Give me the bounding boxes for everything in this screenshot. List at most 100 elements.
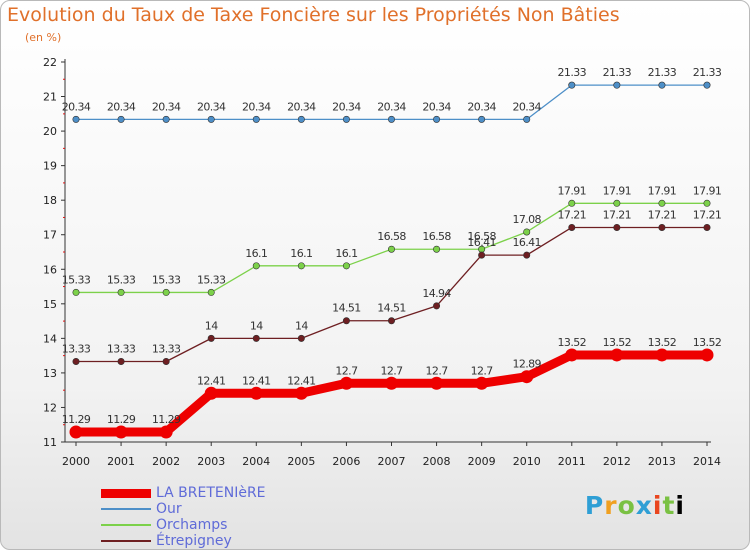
data-point <box>703 199 711 207</box>
data-point <box>475 376 489 390</box>
legend-item-etrepigney: Étrepigney <box>101 533 266 549</box>
data-label: 17.91 <box>648 184 677 197</box>
data-label: 16.1 <box>335 247 357 260</box>
data-point <box>433 245 441 253</box>
x-tick-label: 2008 <box>423 455 451 468</box>
data-label: 20.34 <box>242 100 271 113</box>
data-point <box>204 386 218 400</box>
data-label: 12.41 <box>197 374 226 387</box>
data-point <box>655 348 669 362</box>
data-point <box>252 334 260 342</box>
data-point <box>72 288 80 296</box>
data-point <box>297 262 305 270</box>
data-point <box>297 115 305 123</box>
data-point <box>339 376 353 390</box>
data-point <box>430 376 444 390</box>
x-tick-label: 2005 <box>287 455 315 468</box>
logo-letter: r <box>604 491 618 520</box>
data-label: 17.08 <box>512 213 541 226</box>
logo-letter: x <box>635 491 653 520</box>
x-tick-label: 2003 <box>197 455 225 468</box>
data-point <box>114 425 128 439</box>
legend-item-our: Our <box>101 501 266 517</box>
legend-label-our: Our <box>156 501 182 517</box>
y-tick-label: 22 <box>43 56 57 69</box>
data-point <box>433 302 441 310</box>
data-label: 14.51 <box>377 302 406 315</box>
data-point <box>207 288 215 296</box>
data-point <box>117 358 125 366</box>
data-point <box>69 425 83 439</box>
x-tick-label: 2007 <box>378 455 406 468</box>
data-label: 21.33 <box>603 66 632 79</box>
data-label: 15.33 <box>152 273 181 286</box>
data-label: 16.1 <box>245 247 267 260</box>
data-point <box>610 348 624 362</box>
x-tick-label: 2013 <box>648 455 676 468</box>
data-point <box>478 115 486 123</box>
data-label: 20.34 <box>422 100 451 113</box>
y-tick-label: 16 <box>43 263 57 276</box>
data-label: 17.21 <box>648 208 677 221</box>
logo-letter: i <box>675 491 685 520</box>
legend-swatch-our <box>101 508 151 510</box>
data-point <box>703 81 711 89</box>
data-label: 16.58 <box>377 230 406 243</box>
data-label: 20.34 <box>107 100 136 113</box>
legend-item-orchamps: Orchamps <box>101 517 266 533</box>
data-label: 17.91 <box>558 184 587 197</box>
data-label: 20.34 <box>467 100 496 113</box>
data-point <box>162 288 170 296</box>
data-label: 17.91 <box>603 184 632 197</box>
data-point <box>207 334 215 342</box>
data-label: 13.52 <box>603 336 632 349</box>
data-point <box>385 376 398 390</box>
data-point <box>72 358 80 366</box>
data-point <box>523 228 531 236</box>
data-point <box>252 115 260 123</box>
data-label: 14 <box>205 319 218 332</box>
legend: LA BRETENIèRE Our Orchamps Étrepigney <box>101 485 266 549</box>
data-point <box>613 223 621 231</box>
data-label: 17.21 <box>693 208 722 221</box>
data-point <box>523 251 531 259</box>
data-point <box>478 251 486 259</box>
data-point <box>568 81 576 89</box>
data-label: 15.33 <box>62 273 91 286</box>
data-label: 20.34 <box>152 100 181 113</box>
data-label: 17.21 <box>603 208 632 221</box>
data-label: 21.33 <box>558 66 587 79</box>
data-label: 13.52 <box>693 336 722 349</box>
y-tick-label: 19 <box>43 160 57 173</box>
data-label: 13.52 <box>558 336 587 349</box>
data-point <box>613 199 621 207</box>
data-label: 13.33 <box>152 343 181 356</box>
data-point <box>252 262 260 270</box>
data-point <box>658 199 666 207</box>
data-point <box>568 223 576 231</box>
data-point <box>207 115 215 123</box>
y-tick-label: 11 <box>43 436 57 449</box>
data-point <box>700 348 714 362</box>
x-tick-label: 2006 <box>332 455 360 468</box>
data-point <box>520 370 534 384</box>
legend-label-orchamps: Orchamps <box>156 517 228 533</box>
data-label: 16.41 <box>467 236 496 249</box>
data-label: 13.33 <box>62 343 91 356</box>
data-label: 14.94 <box>422 287 451 300</box>
data-label: 14 <box>250 319 263 332</box>
data-point <box>387 245 395 253</box>
data-label: 20.34 <box>197 100 226 113</box>
data-point <box>162 115 170 123</box>
data-label: 12.7 <box>335 364 358 377</box>
data-point <box>159 425 173 439</box>
data-label: 12.7 <box>471 364 494 377</box>
data-label: 20.34 <box>287 100 316 113</box>
data-label: 11.29 <box>62 413 91 426</box>
data-label: 21.33 <box>648 66 677 79</box>
data-point <box>387 115 395 123</box>
data-label: 12.89 <box>512 358 541 371</box>
data-point <box>613 81 621 89</box>
